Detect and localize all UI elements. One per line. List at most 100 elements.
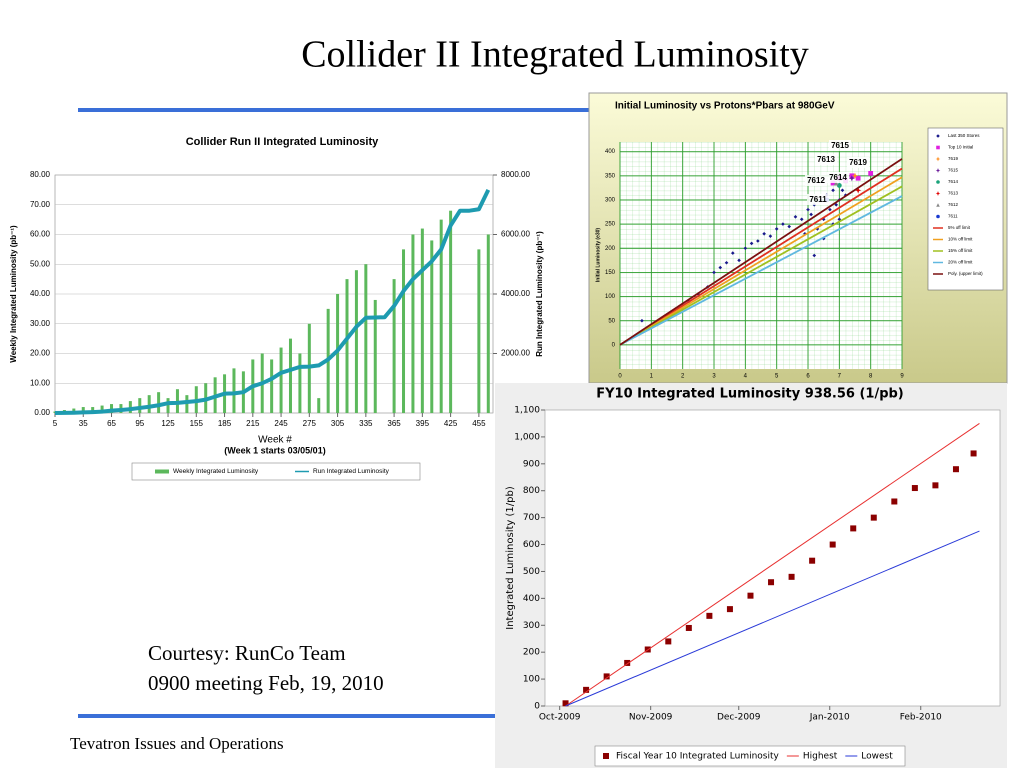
point <box>831 188 835 193</box>
legend-label: 7614 <box>948 179 959 184</box>
annotation-box <box>815 154 837 165</box>
bar <box>110 404 114 413</box>
x-tick-label: Nov-2009 <box>629 713 673 723</box>
bar <box>449 210 453 413</box>
x-tick-label: 2 <box>681 374 685 380</box>
annotation: 7611 <box>809 195 827 204</box>
y-tick-label: 0 <box>612 342 616 348</box>
annotation: 7615 <box>831 141 849 150</box>
bar <box>185 395 189 413</box>
bar <box>477 249 481 413</box>
x-tick-label: 215 <box>246 419 260 428</box>
bar <box>411 234 415 413</box>
y-tick-label: 1,000 <box>514 432 540 442</box>
legend-swatch <box>936 203 940 207</box>
legend-label: Highest <box>803 752 838 762</box>
point <box>836 183 842 188</box>
point <box>851 172 859 179</box>
x-tick-label: 65 <box>107 419 116 428</box>
annotation-box <box>847 157 869 168</box>
legend-label: Fiscal Year 10 Integrated Luminosity <box>616 752 780 762</box>
y-axis-label: Initial Luminosity (e30) <box>595 228 601 283</box>
annotation: 7614 <box>829 173 847 182</box>
annotation-box <box>805 175 827 186</box>
y-tick-label: 50 <box>608 318 615 324</box>
y2-axis-label: Run Integrated Luminosity (pb⁻¹) <box>535 231 544 357</box>
point <box>970 450 977 457</box>
y-tick-label: 600 <box>523 540 540 550</box>
x-tick-label: 7 <box>838 374 842 380</box>
annotation-box <box>827 172 849 183</box>
x-tick-label: 6 <box>806 374 810 380</box>
point <box>855 175 861 181</box>
point <box>562 700 569 707</box>
point <box>781 222 785 226</box>
legend-label: 7619 <box>948 156 959 161</box>
bar <box>81 407 85 413</box>
bar <box>128 401 132 413</box>
y-tick-label: 10.00 <box>30 378 51 387</box>
x-axis-note: (Week 1 starts 03/05/01) <box>224 445 325 455</box>
bar <box>317 398 321 413</box>
bar <box>336 294 340 413</box>
point <box>806 207 810 212</box>
legend-swatch <box>935 168 941 173</box>
x-tick-label: 0 <box>618 374 622 380</box>
point <box>787 224 791 229</box>
legend-label: 10% off limit <box>948 237 973 242</box>
x-tick-label: 3 <box>712 374 716 380</box>
annotation: 7613 <box>817 155 835 164</box>
x-tick-label: Oct-2009 <box>539 713 581 723</box>
y-tick-label: 350 <box>605 173 616 179</box>
legend-label: 15% off limit <box>948 248 973 253</box>
y-tick-label: 1,100 <box>514 406 540 416</box>
legend-swatch <box>935 156 941 162</box>
y-tick-label: 400 <box>605 149 616 155</box>
chart-title: FY10 Integrated Luminosity 938.56 (1/pb) <box>596 387 904 402</box>
point <box>850 525 857 532</box>
point <box>603 673 610 680</box>
x-axis-label: Week # <box>258 435 292 446</box>
point <box>799 217 804 222</box>
y-axis-label: Integrated Luminosity (1/pb) <box>505 486 516 630</box>
bar <box>138 398 142 413</box>
y-tick-label: 70.00 <box>30 200 51 209</box>
point <box>726 606 733 613</box>
point <box>840 188 845 193</box>
y-tick-label: 800 <box>523 486 540 496</box>
x-tick-label: Jan-2010 <box>809 713 850 723</box>
x-tick-label: 305 <box>331 419 345 428</box>
legend-swatch <box>935 191 941 196</box>
point <box>793 215 798 219</box>
x-tick-label: 5 <box>775 374 779 380</box>
bar <box>354 270 358 413</box>
point <box>743 246 748 251</box>
bar <box>91 407 95 413</box>
y2-tick-label: 8000.00 <box>501 170 530 179</box>
legend-box <box>131 462 421 481</box>
annotation: 7619 <box>849 158 867 167</box>
x-tick-label: 245 <box>274 419 288 428</box>
point <box>737 258 741 263</box>
y-tick-label: 0 <box>534 702 540 712</box>
bar <box>392 279 396 413</box>
point <box>749 241 754 246</box>
y-tick-label: 200 <box>605 246 616 252</box>
x-tick-label: 35 <box>79 419 88 428</box>
y-tick-label: 300 <box>605 198 616 204</box>
legend-label: 7613 <box>948 191 959 196</box>
legend-swatch <box>936 145 940 150</box>
x-tick-label: 425 <box>444 419 458 428</box>
legend-label: Top 10 Initial <box>948 145 973 150</box>
bar <box>439 219 443 413</box>
point <box>731 251 735 255</box>
series-line <box>565 423 980 707</box>
bar <box>232 368 236 413</box>
legend-label: Last 350 Stores <box>948 133 980 138</box>
bar <box>298 353 302 413</box>
bar <box>166 398 170 413</box>
point <box>640 318 644 323</box>
x-tick-label: 185 <box>218 419 232 428</box>
point <box>583 686 590 693</box>
x-tick-label: 95 <box>135 419 144 428</box>
